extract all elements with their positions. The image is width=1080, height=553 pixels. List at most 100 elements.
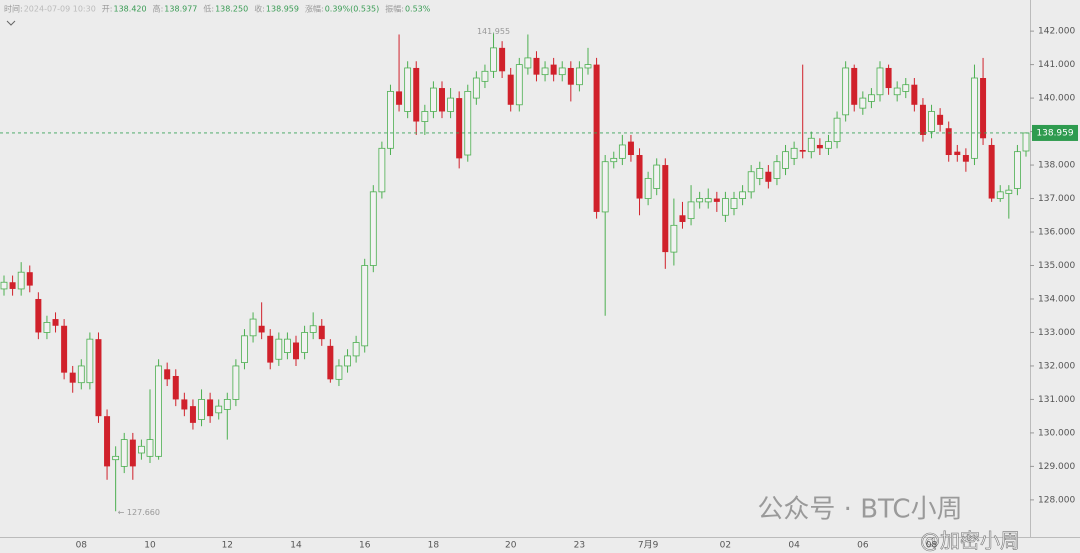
watermark: @加密小周 [920, 529, 1020, 553]
candle-body [739, 191, 746, 199]
candle-body [533, 57, 540, 75]
candle-body [26, 272, 33, 286]
x-tick-label: 08 [76, 541, 88, 551]
candle-body [1005, 189, 1013, 194]
candle-body [198, 399, 205, 420]
info-label: 低: [203, 4, 214, 14]
candle-body [507, 74, 514, 105]
candle-body [1022, 132, 1030, 152]
candle-body [241, 335, 248, 363]
candle-body [747, 171, 755, 193]
candle-body [980, 78, 987, 139]
min-annotation: ← 127.660 [118, 508, 160, 517]
candle-body [284, 338, 291, 353]
candle-body [790, 147, 798, 159]
y-tick-label: 140.000 [1038, 94, 1075, 104]
candle-body [851, 67, 858, 105]
y-tick-label: 131.000 [1038, 395, 1075, 405]
candle-body [439, 88, 445, 112]
candle-body [627, 141, 634, 156]
candle-body [77, 365, 85, 384]
candle-body [164, 369, 171, 380]
candle-body [344, 355, 351, 367]
x-tick-label: 06 [857, 541, 869, 551]
info-value: 138.977 [164, 5, 197, 14]
candle-body [499, 47, 506, 72]
candle-body [421, 111, 429, 122]
candle-body [309, 325, 317, 333]
candle-body [593, 64, 600, 212]
candle-body [670, 224, 678, 253]
candle-body [558, 67, 566, 76]
candle-body [945, 128, 952, 156]
candle-body [327, 345, 334, 380]
candle-body [601, 161, 609, 213]
candle-body [223, 399, 231, 410]
candle-body [584, 64, 592, 69]
candle-body [17, 271, 25, 290]
candle-body [249, 318, 257, 337]
info-value: 138.250 [215, 5, 248, 14]
candle-body [172, 375, 179, 400]
candle-body [704, 198, 712, 203]
candle-body [104, 416, 111, 467]
candle-body [413, 67, 420, 122]
last-price-box [1032, 124, 1078, 141]
candle-body [799, 149, 806, 152]
x-tick-label: 08 [926, 541, 938, 551]
candle-body [129, 439, 136, 467]
candle-body [996, 191, 1004, 199]
x-tick-label: 04 [788, 541, 800, 551]
candle-body [893, 87, 901, 96]
candle-body [189, 406, 196, 423]
candle-body [885, 67, 892, 89]
candle-body [456, 98, 463, 159]
candle-body [679, 215, 686, 222]
candle-body [859, 97, 867, 109]
candle-body [868, 94, 875, 102]
candle-body [361, 265, 369, 347]
x-tick-label: 14 [290, 541, 302, 551]
y-tick-label: 142.000 [1038, 27, 1075, 37]
candle-body [756, 168, 764, 179]
x-tick-label: 02 [720, 541, 731, 551]
x-tick-label: 12 [222, 541, 233, 551]
candle-body [0, 281, 8, 290]
y-tick-label: 130.000 [1038, 428, 1075, 438]
candle-body [447, 97, 454, 112]
candle-body [816, 144, 823, 149]
y-tick-label: 128.000 [1038, 495, 1075, 505]
info-value: 0.53% [405, 5, 431, 14]
candle-body [567, 67, 574, 85]
candle-body [919, 104, 926, 135]
info-bar: 时间: 2024-07-09 10:30 开: 138.420 高: 138.977 低: 1… [4, 4, 431, 14]
candle-body [352, 342, 360, 357]
candle-body [318, 325, 325, 340]
candle-body [911, 84, 918, 105]
x-tick-label: 23 [574, 541, 585, 551]
candle-body [902, 84, 910, 92]
candle-body [52, 319, 59, 326]
y-tick-label: 138.000 [1038, 161, 1075, 171]
candle-body [541, 67, 549, 76]
candle-body [722, 198, 729, 216]
candle-body [773, 161, 781, 179]
candle-body [9, 282, 16, 289]
candle-body [954, 151, 961, 156]
candle-body [464, 90, 472, 156]
candle-body [928, 111, 935, 132]
candle-body [576, 67, 583, 86]
candle-body [43, 322, 51, 333]
candle-body [618, 144, 626, 159]
y-tick-label: 129.000 [1038, 462, 1075, 472]
candle-body [713, 198, 720, 202]
candle-body [120, 439, 128, 467]
info-value: 138.420 [114, 5, 147, 14]
x-tick-label: 18 [428, 541, 440, 551]
candle-body [971, 77, 978, 159]
candle-body [833, 117, 841, 143]
collapse-icon[interactable] [6, 20, 16, 26]
info-label: 开: [102, 5, 113, 14]
candle-body [490, 47, 497, 72]
